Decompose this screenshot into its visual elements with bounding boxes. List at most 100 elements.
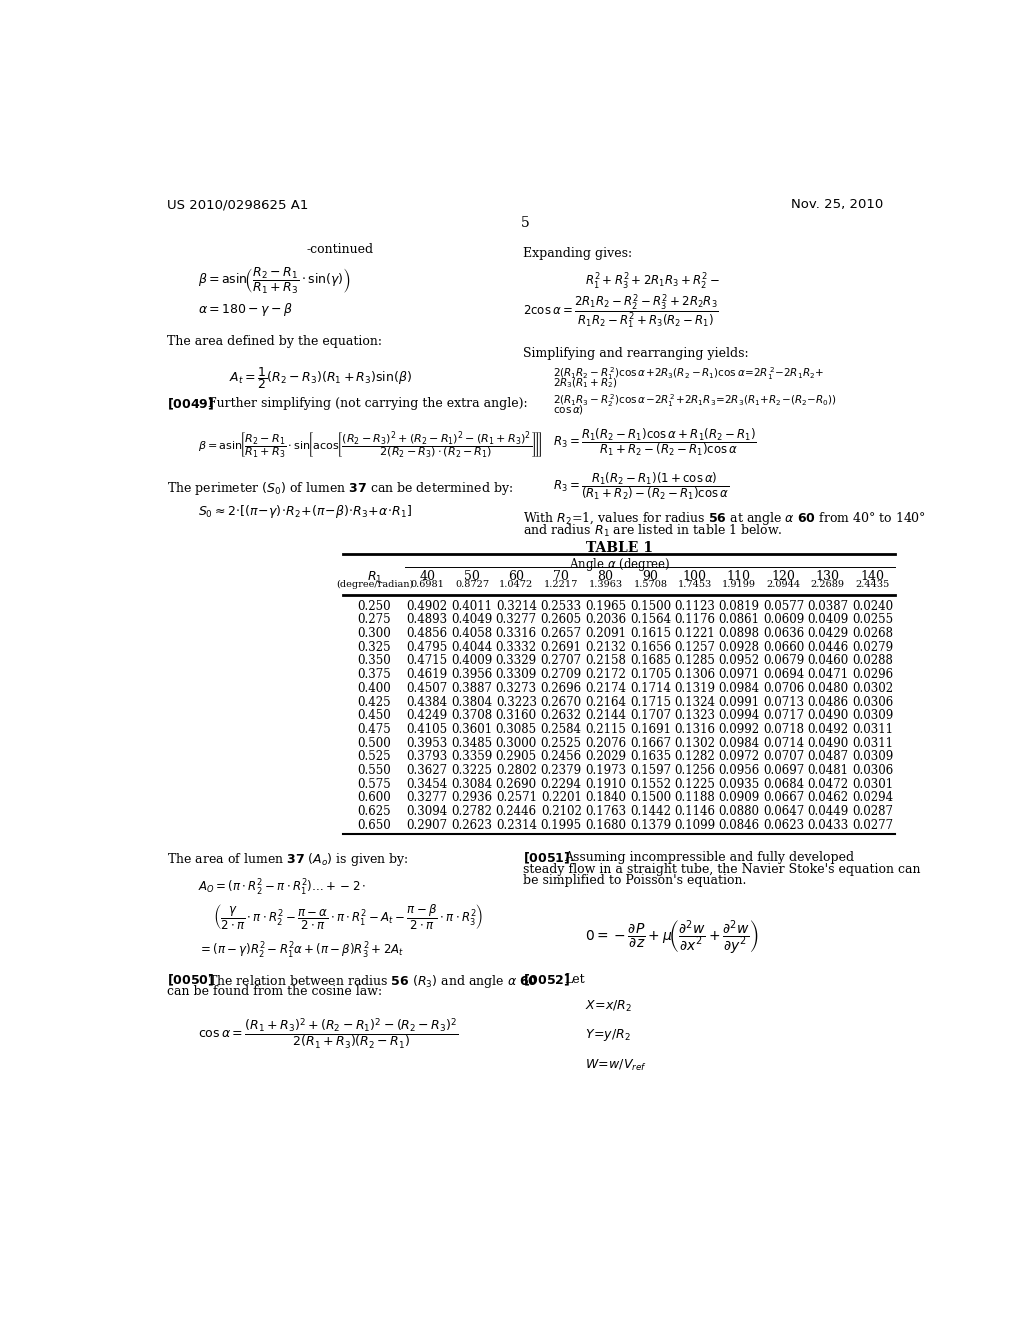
- Text: 0.0471: 0.0471: [807, 668, 849, 681]
- Text: 0.0994: 0.0994: [718, 709, 760, 722]
- Text: 0.2696: 0.2696: [541, 682, 582, 694]
- Text: 70: 70: [553, 570, 569, 582]
- Text: 0.1707: 0.1707: [630, 709, 671, 722]
- Text: 0.0306: 0.0306: [852, 764, 893, 777]
- Text: 0.2158: 0.2158: [585, 655, 626, 668]
- Text: 0.0647: 0.0647: [763, 805, 804, 818]
- Text: 110: 110: [727, 570, 751, 582]
- Text: 0.3277: 0.3277: [407, 792, 447, 804]
- Text: 0.0446: 0.0446: [807, 640, 849, 653]
- Text: 0.4893: 0.4893: [407, 614, 447, 626]
- Text: 0.1306: 0.1306: [674, 668, 715, 681]
- Text: 0.3273: 0.3273: [496, 682, 537, 694]
- Text: 0.3359: 0.3359: [452, 750, 493, 763]
- Text: 0.1714: 0.1714: [630, 682, 671, 694]
- Text: 0.0449: 0.0449: [807, 805, 849, 818]
- Text: 0.0429: 0.0429: [807, 627, 849, 640]
- Text: 100: 100: [683, 570, 707, 582]
- Text: 0.1221: 0.1221: [674, 627, 715, 640]
- Text: 0.0301: 0.0301: [852, 777, 893, 791]
- Text: 0.1123: 0.1123: [674, 599, 715, 612]
- Text: $2(R_1R_2-R_1^{\,2})\cos\alpha\!+\!2R_3(R_2-R_1)\cos\alpha\!=\!2R_1^{\,2}\!-\!2R: $2(R_1R_2-R_1^{\,2})\cos\alpha\!+\!2R_3(…: [553, 364, 823, 381]
- Text: 0.2172: 0.2172: [585, 668, 626, 681]
- Text: 0.0268: 0.0268: [852, 627, 893, 640]
- Text: 0.1973: 0.1973: [585, 764, 626, 777]
- Text: can be found from the cosine law:: can be found from the cosine law:: [167, 985, 382, 998]
- Text: $R_1$: $R_1$: [367, 570, 382, 585]
- Text: 0.2936: 0.2936: [452, 792, 493, 804]
- Text: 0.4049: 0.4049: [452, 614, 493, 626]
- Text: 0.1910: 0.1910: [585, 777, 626, 791]
- Text: $\mathbf{[0050]}$: $\mathbf{[0050]}$: [167, 973, 214, 987]
- Text: 0.0472: 0.0472: [807, 777, 849, 791]
- Text: 0.4058: 0.4058: [452, 627, 493, 640]
- Text: 0.2571: 0.2571: [496, 792, 537, 804]
- Text: 0.550: 0.550: [357, 764, 391, 777]
- Text: 0.1379: 0.1379: [630, 818, 671, 832]
- Text: 0.0880: 0.0880: [718, 805, 759, 818]
- Text: 0.0309: 0.0309: [852, 709, 893, 722]
- Text: 0.2446: 0.2446: [496, 805, 537, 818]
- Text: 0.4795: 0.4795: [407, 640, 447, 653]
- Text: $R_3 = \dfrac{R_1(R_2-R_1)(1 + \cos\alpha)}{(R_1+R_2) - (R_2-R_1)\cos\alpha}$: $R_3 = \dfrac{R_1(R_2-R_1)(1 + \cos\alph…: [553, 470, 729, 502]
- Text: 0.0306: 0.0306: [852, 696, 893, 709]
- Text: 0.0707: 0.0707: [763, 750, 804, 763]
- Text: 0.2379: 0.2379: [541, 764, 582, 777]
- Text: With $R_2$=1, values for radius $\mathbf{56}$ at angle $\alpha$ $\mathbf{60}$ fr: With $R_2$=1, values for radius $\mathbf…: [523, 510, 927, 527]
- Text: 0.0409: 0.0409: [807, 614, 849, 626]
- Text: 0.1285: 0.1285: [674, 655, 715, 668]
- Text: 0.3485: 0.3485: [452, 737, 493, 750]
- Text: 0.0623: 0.0623: [763, 818, 804, 832]
- Text: 0.0972: 0.0972: [718, 750, 759, 763]
- Text: 0.1995: 0.1995: [541, 818, 582, 832]
- Text: 0.3214: 0.3214: [496, 599, 537, 612]
- Text: be simplified to Poisson's equation.: be simplified to Poisson's equation.: [523, 874, 746, 887]
- Text: 0.2036: 0.2036: [585, 614, 626, 626]
- Text: 0.0819: 0.0819: [718, 599, 759, 612]
- Text: 0.2132: 0.2132: [585, 640, 626, 653]
- Text: 0.2782: 0.2782: [452, 805, 493, 818]
- Text: US 2010/0298625 A1: US 2010/0298625 A1: [167, 198, 308, 211]
- Text: 0.0309: 0.0309: [852, 750, 893, 763]
- Text: 0.2294: 0.2294: [541, 777, 582, 791]
- Text: 0.4619: 0.4619: [407, 668, 447, 681]
- Text: 0.1282: 0.1282: [674, 750, 715, 763]
- Text: 0.3887: 0.3887: [452, 682, 493, 694]
- Text: 0.1099: 0.1099: [674, 818, 715, 832]
- Text: 0.1715: 0.1715: [630, 696, 671, 709]
- Text: 0.1635: 0.1635: [630, 750, 671, 763]
- Text: 0.2690: 0.2690: [496, 777, 537, 791]
- Text: 0.1257: 0.1257: [674, 640, 715, 653]
- Text: $2R_3(R_1+R_2)$: $2R_3(R_1+R_2)$: [553, 376, 617, 389]
- Text: 0.0486: 0.0486: [807, 696, 849, 709]
- Text: 0.0577: 0.0577: [763, 599, 804, 612]
- Text: 0.3000: 0.3000: [496, 737, 537, 750]
- Text: 0.0909: 0.0909: [718, 792, 760, 804]
- Text: 0.0660: 0.0660: [763, 640, 804, 653]
- Text: 80: 80: [597, 570, 613, 582]
- Text: 0.2907: 0.2907: [407, 818, 447, 832]
- Text: 0.0481: 0.0481: [807, 764, 848, 777]
- Text: The perimeter $(S_0)$ of lumen $\mathbf{37}$ can be determined by:: The perimeter $(S_0)$ of lumen $\mathbf{…: [167, 480, 513, 498]
- Text: 0.3627: 0.3627: [407, 764, 447, 777]
- Text: 0.6981: 0.6981: [411, 579, 444, 589]
- Text: 0.3804: 0.3804: [452, 696, 493, 709]
- Text: 0.475: 0.475: [357, 723, 391, 737]
- Text: 0.0717: 0.0717: [763, 709, 804, 722]
- Text: 1.0472: 1.0472: [499, 579, 534, 589]
- Text: 0.0984: 0.0984: [718, 737, 759, 750]
- Text: 0.1691: 0.1691: [630, 723, 671, 737]
- Text: 0.1225: 0.1225: [674, 777, 715, 791]
- Text: 0.2456: 0.2456: [541, 750, 582, 763]
- Text: 0.2623: 0.2623: [452, 818, 493, 832]
- Text: $\left(\dfrac{\gamma}{2\cdot\pi}\cdot\pi\cdot R_2^2 - \dfrac{\pi-\alpha}{2\cdot\: $\left(\dfrac{\gamma}{2\cdot\pi}\cdot\pi…: [213, 903, 483, 932]
- Text: 0.4044: 0.4044: [452, 640, 493, 653]
- Text: $R_1^2 + R_3^2 + 2R_1R_3 + R_2^2 -$: $R_1^2 + R_3^2 + 2R_1R_3 + R_2^2 -$: [586, 272, 720, 293]
- Text: 0.2802: 0.2802: [496, 764, 537, 777]
- Text: 0.1705: 0.1705: [630, 668, 671, 681]
- Text: Assuming incompressible and fully developed: Assuming incompressible and fully develo…: [564, 851, 854, 865]
- Text: 0.3277: 0.3277: [496, 614, 537, 626]
- Text: 0.0861: 0.0861: [718, 614, 759, 626]
- Text: 0.0240: 0.0240: [852, 599, 893, 612]
- Text: 0.600: 0.600: [357, 792, 391, 804]
